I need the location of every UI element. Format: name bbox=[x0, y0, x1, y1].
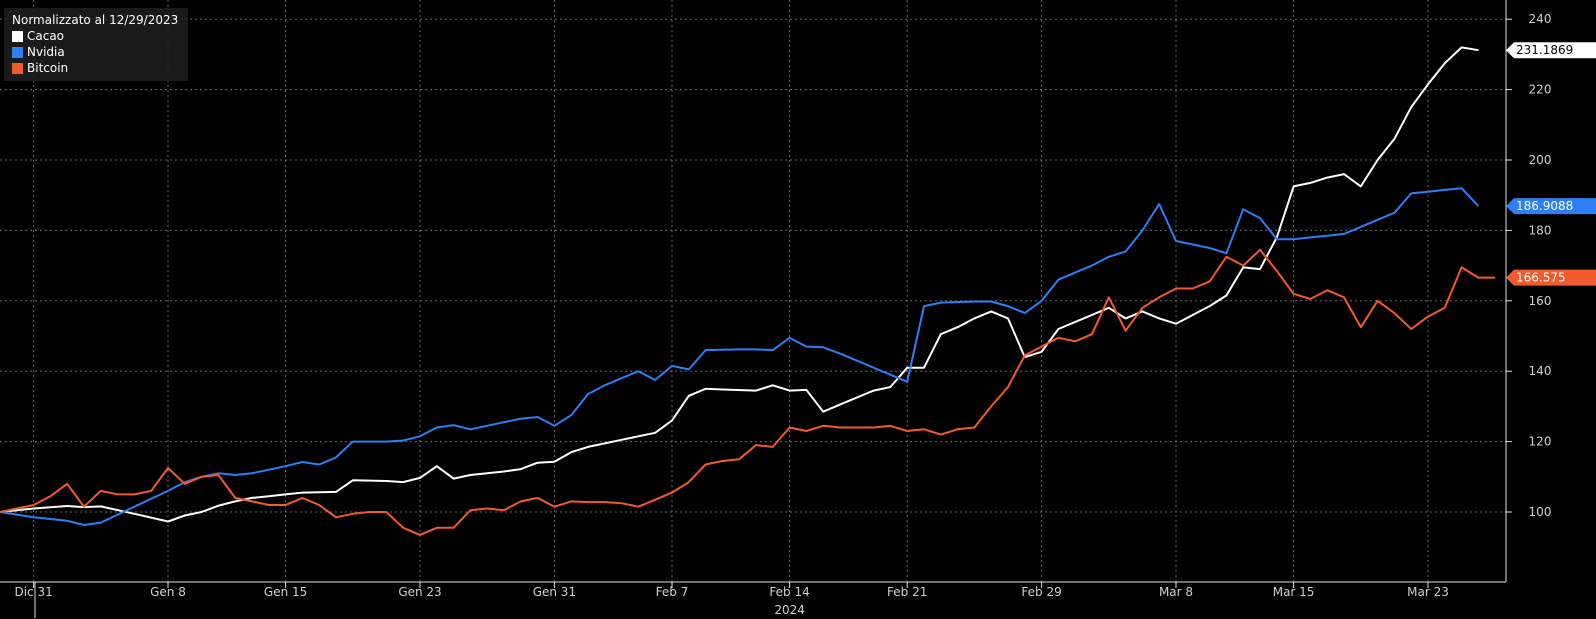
legend: Normalizzato al 12/29/2023 Cacao Nvidia … bbox=[4, 8, 188, 81]
legend-title: Normalizzato al 12/29/2023 bbox=[12, 13, 179, 27]
series-lines bbox=[0, 46, 1496, 536]
x-tick-label: Feb 29 bbox=[1021, 585, 1061, 599]
x-tick-label: Gen 8 bbox=[150, 585, 186, 599]
x-tick-label: Mar 8 bbox=[1159, 585, 1193, 599]
y-tick-label: 160 bbox=[1529, 294, 1552, 308]
series-line-cacao bbox=[0, 46, 1479, 523]
last-value-text: 166.575 bbox=[1516, 271, 1566, 285]
series-line-nvidia bbox=[0, 187, 1480, 526]
x-tick-label: Gen 31 bbox=[533, 585, 576, 599]
y-axis-tick-labels: 100 120 140 160 180 200 220 240 bbox=[1529, 12, 1552, 519]
y-tick-label: 120 bbox=[1529, 435, 1552, 449]
legend-label-nvidia: Nvidia bbox=[27, 45, 65, 59]
y-tick-label: 100 bbox=[1529, 505, 1552, 519]
legend-item-nvidia: Nvidia bbox=[12, 44, 180, 60]
legend-label-bitcoin: Bitcoin bbox=[27, 61, 69, 75]
x-axis-tick-labels: Dic 31 Gen 8 Gen 15 Gen 23 Gen 31 Feb 7 Feb 14… bbox=[14, 585, 1448, 617]
legend-swatch-bitcoin bbox=[12, 62, 23, 74]
x-tick-label: Mar 23 bbox=[1407, 585, 1449, 599]
last-value-bitcoin: 166.575 bbox=[1506, 269, 1596, 286]
series-line-bitcoin bbox=[0, 248, 1496, 536]
axes bbox=[0, 0, 1512, 618]
legend-label-cacao: Cacao bbox=[27, 29, 65, 43]
last-value-text: 231.1869 bbox=[1516, 43, 1573, 57]
last-value-tag bbox=[1506, 269, 1596, 286]
legend-swatch-cacao bbox=[12, 30, 23, 42]
last-value-tag bbox=[1506, 198, 1596, 215]
legend-item-cacao: Cacao bbox=[12, 28, 180, 44]
last-value-cacao: 231.1869 bbox=[1506, 42, 1596, 59]
last-value-tag bbox=[1506, 42, 1596, 59]
legend-swatch-nvidia bbox=[12, 46, 23, 58]
x-tick-label: Feb 14 bbox=[769, 585, 809, 599]
y-tick-label: 240 bbox=[1529, 12, 1552, 26]
x-tick-label: Mar 15 bbox=[1273, 585, 1315, 599]
last-value-text: 186.9088 bbox=[1516, 199, 1573, 213]
x-tick-label: Feb 7 bbox=[656, 585, 689, 599]
x-year-label: 2024 bbox=[774, 603, 805, 617]
x-tick-label: Gen 23 bbox=[398, 585, 441, 599]
y-tick-label: 200 bbox=[1529, 153, 1552, 167]
y-tick-label: 180 bbox=[1529, 223, 1552, 237]
last-value-nvidia: 186.9088 bbox=[1506, 198, 1596, 215]
x-tick-label: Dic 31 bbox=[14, 585, 52, 599]
grid-lines bbox=[0, 0, 1506, 582]
y-tick-label: 140 bbox=[1529, 364, 1552, 378]
x-tick-label: Gen 15 bbox=[264, 585, 307, 599]
last-value-labels: 231.1869 186.9088 166.575 bbox=[1506, 42, 1596, 286]
legend-item-bitcoin: Bitcoin bbox=[12, 60, 180, 76]
y-tick-label: 220 bbox=[1529, 83, 1552, 97]
x-tick-label: Feb 21 bbox=[887, 585, 927, 599]
